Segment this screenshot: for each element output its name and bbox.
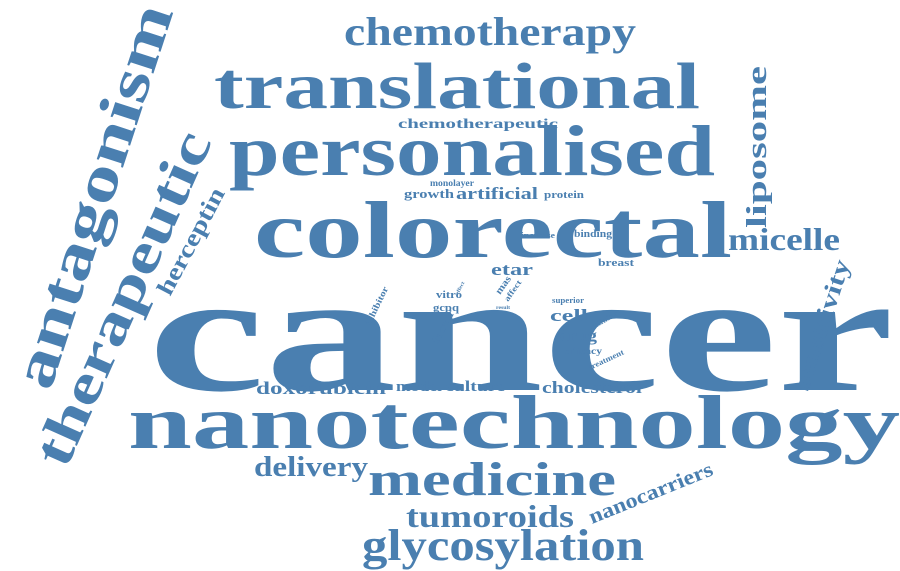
word-drug: drug <box>557 326 598 345</box>
word-cancer: cancer <box>148 239 894 427</box>
word-glycosylation: glycosylation <box>362 521 644 570</box>
word-cholesterol: cholesterol <box>542 378 642 397</box>
word-superior: superior <box>552 296 584 305</box>
word-growth: growth <box>404 186 455 201</box>
word-tumoroids: tumoroids <box>406 498 574 534</box>
word-doxorubicin: doxorubicin <box>256 378 386 398</box>
word-personalised: personalised <box>229 111 715 191</box>
word-binding: binding <box>574 228 613 240</box>
word-result: result <box>496 306 510 311</box>
word-artificial: artificial <box>456 184 538 203</box>
word-liposome: liposome <box>742 66 773 228</box>
word-etar: etar <box>491 260 534 279</box>
word-vitro: vitro <box>436 290 462 301</box>
word-medicine: medicine <box>368 453 616 506</box>
word-micelle: micelle <box>728 221 840 257</box>
word-cell: cell <box>550 306 588 325</box>
word-delivery: delivery <box>254 452 368 483</box>
word-culture: culture <box>445 379 505 395</box>
word-efficacy: efficacy <box>564 346 603 356</box>
word-model: model <box>396 379 442 395</box>
word-breast: breast <box>598 257 634 269</box>
word-colorectal: colorectal <box>254 187 732 275</box>
word-nanotechnology: nanotechnology <box>128 381 900 465</box>
word-chemotherapy: chemotherapy <box>344 9 636 54</box>
word-gcpq: gcpq <box>433 302 460 314</box>
word-protein: protein <box>544 189 584 201</box>
word-translational: translational <box>214 50 700 123</box>
word-monolayer: monolayer <box>430 178 474 188</box>
word-chemotherapeutic: chemotherapeutic <box>398 117 558 132</box>
word-increase: increase <box>521 231 556 240</box>
word-effect: effect <box>455 281 466 296</box>
